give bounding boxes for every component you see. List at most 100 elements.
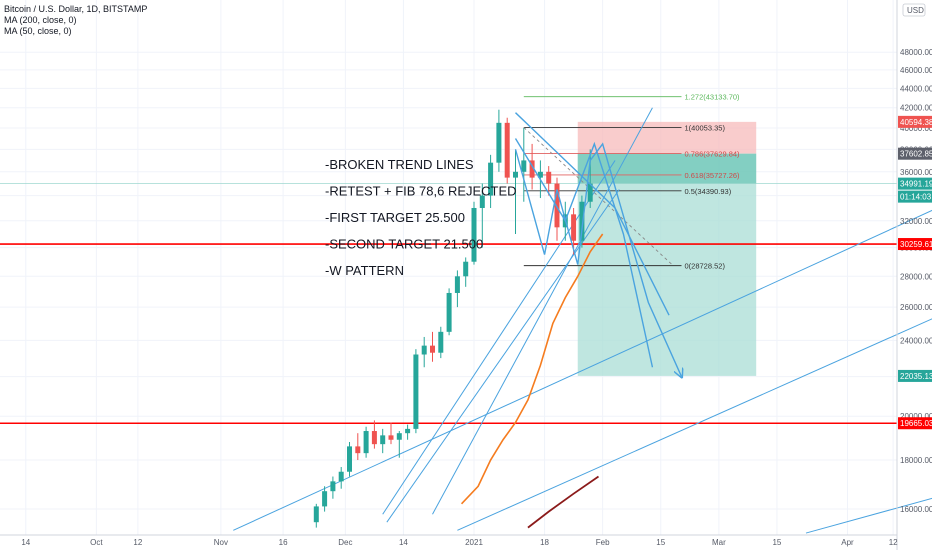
price-tag: 22035.13 — [898, 369, 932, 382]
time-axis[interactable]: 14 Oct 12 Nov 16 Dec 14 2021 18 Feb 15 Mar 15 Apr 12 — [0, 534, 898, 547]
trend-line[interactable] — [805, 486, 932, 534]
time-tick-label: Mar — [712, 538, 726, 547]
candle — [413, 349, 419, 434]
candle-body — [587, 183, 593, 202]
chart-grid — [0, 0, 897, 535]
projection-paths[interactable] — [514, 112, 682, 377]
price-tick-label: 26000.00 — [900, 303, 932, 312]
price-tick-label: 36000.00 — [900, 168, 932, 177]
candle-body — [313, 506, 319, 523]
price-tag-bg — [898, 417, 932, 430]
fib-label: 0.786(37629.84) — [685, 149, 741, 158]
projection-path[interactable] — [514, 138, 654, 368]
candle-body — [363, 431, 369, 454]
candle — [330, 476, 336, 499]
price-tick-label: 28000.00 — [900, 272, 932, 281]
short-position-zones[interactable] — [577, 121, 757, 376]
candle-body — [413, 354, 419, 429]
price-tag-bg — [898, 369, 932, 382]
fib-label: 0.5(34390.93) — [685, 187, 732, 196]
time-tick-label: Oct — [90, 538, 103, 547]
candle — [421, 336, 427, 368]
candle-body — [454, 276, 460, 293]
trend-line[interactable] — [233, 188, 932, 531]
trend-line[interactable] — [432, 107, 653, 515]
price-tag-label: 19665.03 — [900, 419, 932, 428]
candle-body — [471, 207, 477, 262]
time-tick-label: 15 — [656, 538, 665, 547]
price-tag: 30259.61 — [898, 238, 932, 251]
candle — [579, 195, 585, 248]
price-tick-label: 18000.00 — [900, 456, 932, 465]
price-tick-label: 24000.00 — [900, 336, 932, 345]
symbol-title[interactable]: Bitcoin / U.S. Dollar, 1D, BITSTAMP — [4, 4, 148, 14]
annotation-text[interactable]: -FIRST TARGET 25.500 — [325, 210, 465, 225]
text-annotations[interactable]: -BROKEN TREND LINES -RETEST + FIB 78,6 RE… — [325, 157, 517, 278]
candle — [338, 467, 344, 489]
candle — [405, 424, 411, 440]
candle — [355, 433, 361, 461]
time-tick-label: 14 — [399, 538, 408, 547]
candle — [454, 270, 460, 308]
candle-body — [338, 471, 344, 482]
price-tags: 40594.38 37602.85 34991.19 01:14:03 30259.61… — [898, 115, 932, 430]
fib-retracement[interactable]: 1.272(43133.70) 1(40053.35) 0.786(37629.84… — [523, 93, 741, 271]
price-tick-label: 16000.00 — [900, 505, 932, 514]
price-tick-label: 20000.00 — [900, 412, 932, 421]
candle-body — [388, 435, 394, 440]
projection-path[interactable] — [514, 142, 682, 377]
candle-body — [521, 160, 527, 172]
time-tick-label: Nov — [214, 538, 228, 547]
currency-label[interactable]: USD — [907, 6, 924, 15]
annotation-text[interactable]: -BROKEN TREND LINES — [325, 157, 474, 172]
candle — [479, 183, 485, 248]
trend-line[interactable] — [382, 160, 616, 515]
fib-label: 0.618(35727.26) — [685, 171, 741, 180]
time-tick-label: 2021 — [465, 538, 483, 547]
candle-body — [554, 183, 560, 228]
candle — [587, 149, 593, 208]
fib-label: 1(40053.35) — [685, 123, 726, 132]
candle — [430, 331, 435, 362]
candle — [438, 326, 444, 359]
trend-lines[interactable] — [233, 107, 932, 534]
candle-body — [438, 331, 444, 353]
candle — [347, 441, 352, 477]
price-tag: 01:14:03 — [898, 190, 932, 203]
time-tick-label: 12 — [133, 538, 142, 547]
time-tick-label: 16 — [279, 538, 288, 547]
price-tag-label: 37602.85 — [900, 150, 932, 159]
candle — [488, 154, 494, 208]
price-tag: 19665.03 — [898, 417, 932, 430]
annotation-text[interactable]: -W PATTERN — [325, 263, 404, 278]
candle-body — [322, 491, 328, 507]
candle — [571, 207, 577, 255]
annotation-text[interactable]: -RETEST + FIB 78,6 REJECTED — [325, 184, 517, 199]
candlesticks — [313, 109, 593, 528]
price-tag-bg — [898, 177, 932, 190]
candle-body — [579, 201, 585, 241]
candle-body — [405, 428, 411, 434]
candle — [471, 201, 477, 265]
candle-body — [537, 171, 543, 178]
price-tag-label: 01:14:03 — [900, 193, 932, 202]
time-tick-label: 12 — [889, 538, 898, 547]
candle-body — [446, 292, 452, 332]
price-tag-label: 34991.19 — [900, 180, 932, 189]
support-levels[interactable] — [0, 183, 897, 425]
ma200-legend[interactable]: MA (200, close, 0) — [4, 15, 77, 25]
price-tick-label: 40000.00 — [900, 124, 932, 133]
currency-box[interactable] — [902, 3, 926, 17]
time-tick-label: Dec — [338, 538, 352, 547]
candle — [371, 420, 377, 449]
candle-body — [421, 345, 427, 355]
fib-label: 0(28728.52) — [685, 262, 726, 271]
ma50-legend[interactable]: MA (50, close, 0) — [4, 26, 72, 36]
annotation-text[interactable]: -SECOND TARGET 21.500 — [325, 237, 483, 252]
chart-legend: Bitcoin / U.S. Dollar, 1D, BITSTAMP MA (… — [4, 4, 147, 37]
price-axis[interactable]: 48000.00 46000.00 44000.00 42000.00 40000.00… — [896, 0, 932, 550]
trend-line[interactable] — [457, 299, 932, 531]
fib-label: 1.272(43133.70) — [685, 93, 741, 102]
price-tag-bg — [898, 238, 932, 251]
